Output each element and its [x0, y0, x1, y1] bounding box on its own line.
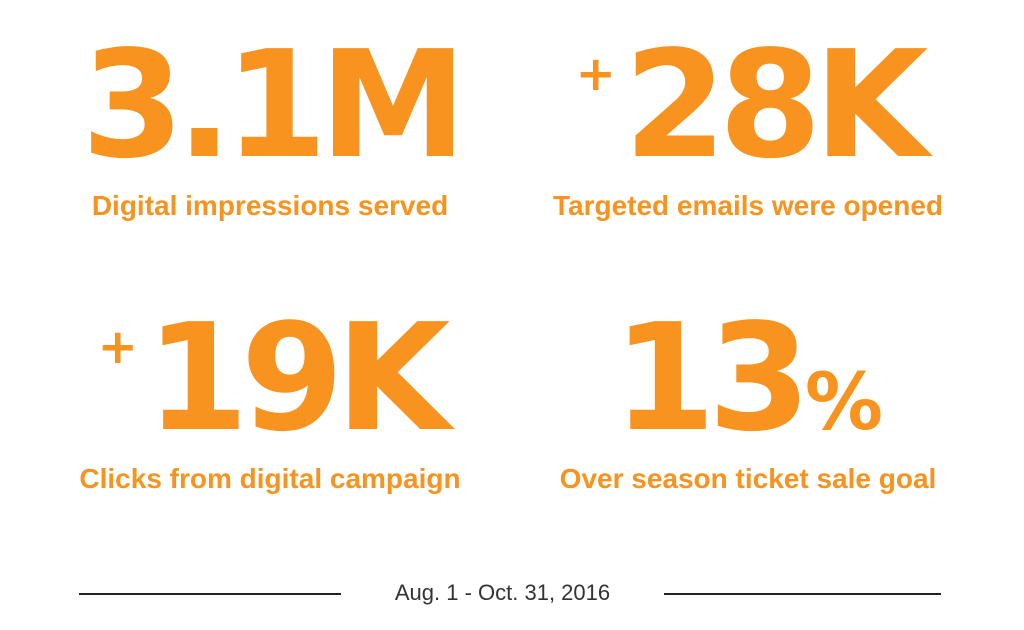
stat-impressions: 3.1M Digital impressions served: [14, 30, 526, 222]
footer: Aug. 1 - Oct. 31, 2016: [0, 576, 1024, 612]
plus-sign: +: [575, 46, 616, 102]
stat-caption: Clicks from digital campaign: [79, 463, 461, 494]
stat-ticket-goal: 13% Over season ticket sale goal: [492, 303, 1004, 495]
stat-value-row: +28K: [492, 30, 1004, 180]
stat-caption: Digital impressions served: [91, 190, 449, 221]
plus-sign: +: [97, 319, 138, 375]
stat-value: 3.1M: [81, 19, 466, 191]
stat-value: 13: [612, 292, 811, 464]
divider-left: [79, 593, 341, 595]
stat-value-row: +19K: [14, 303, 526, 453]
stat-caption: Targeted emails were opened: [552, 190, 944, 221]
stat-clicks: +19K Clicks from digital campaign: [14, 303, 526, 495]
stat-caption: Over season ticket sale goal: [559, 463, 937, 494]
date-range: Aug. 1 - Oct. 31, 2016: [394, 580, 611, 605]
percent-sign: %: [804, 358, 884, 448]
stat-value-row: 13%: [492, 303, 1004, 453]
divider-right: [664, 593, 941, 595]
stat-value: 28K: [623, 19, 929, 191]
stat-emails-opened: +28K Targeted emails were opened: [492, 30, 1004, 222]
stat-value: 19K: [145, 292, 451, 464]
stat-value-row: 3.1M: [14, 30, 526, 180]
